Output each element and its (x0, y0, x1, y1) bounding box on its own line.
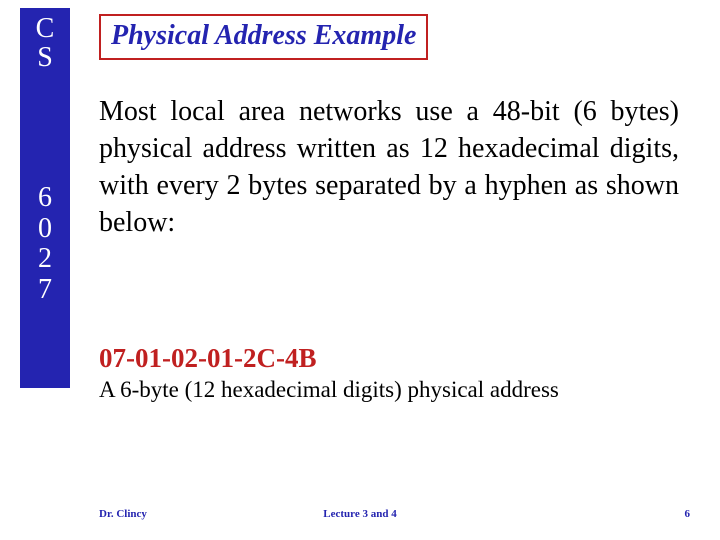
slide: C S 6 0 2 7 Physical Address Example Mos… (0, 0, 720, 540)
course-prefix: C S (20, 14, 70, 73)
footer-page-number: 6 (685, 508, 691, 520)
course-digit: 0 (20, 214, 70, 245)
slide-title: Physical Address Example (99, 14, 428, 60)
footer: Dr. Clincy Lecture 3 and 4 6 (0, 500, 720, 520)
example-address: 07-01-02-01-2C-4B (99, 343, 316, 374)
footer-lecture: Lecture 3 and 4 (0, 508, 720, 520)
example-caption: A 6-byte (12 hexadecimal digits) physica… (99, 377, 559, 403)
body-paragraph: Most local area networks use a 48-bit (6… (99, 94, 679, 242)
course-digit: 2 (20, 244, 70, 275)
course-sidebar: C S 6 0 2 7 (20, 8, 70, 388)
course-letter: S (20, 43, 70, 72)
course-digit: 7 (20, 275, 70, 306)
course-number: 6 0 2 7 (20, 183, 70, 306)
course-letter: C (20, 14, 70, 43)
course-digit: 6 (20, 183, 70, 214)
